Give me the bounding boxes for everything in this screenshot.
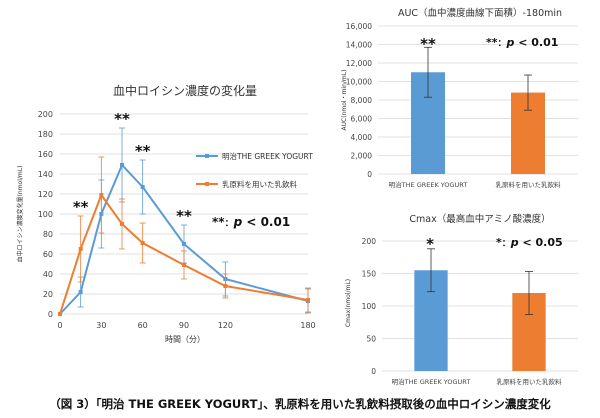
y-tick-label: 12,000 (346, 59, 372, 68)
line-chart-y-tick-labels: 0 20 40 60 80 100 120 140 160 180 200 (38, 110, 53, 319)
y-tick-label: 60 (43, 250, 53, 259)
y-tick-label: 2,000 (351, 152, 373, 161)
y-tick-label: 4,000 (351, 133, 373, 142)
figure-caption: （図 3）「明治 THE GREEK YOGURT」、乳原料を用いた乳飲料摂取後… (49, 397, 551, 411)
y-tick-label: 150 (362, 270, 377, 279)
data-point-milk-drink (99, 193, 104, 197)
cmax-bar-chart: Cmax（最高血中アミノ酸濃度） 0 50 100 150 200 Cmax(nmol/… (345, 213, 578, 386)
y-tick-label: 200 (38, 110, 53, 119)
significance-mark: ** (114, 110, 130, 128)
category-label-milk-drink: 乳原料を用いた乳飲料 (496, 180, 562, 189)
line-chart-y-axis-label: 血中ロイシン濃度変化量(nmol/mL) (16, 166, 24, 263)
y-tick-label: 6,000 (351, 115, 373, 124)
data-point-milk-drink (306, 298, 310, 302)
y-tick-label: 180 (38, 130, 53, 139)
cmax-chart-y-tick-labels: 0 50 100 150 200 (362, 237, 377, 376)
cmax-chart-title: Cmax（最高血中アミノ酸濃度） (409, 213, 550, 225)
x-tick-label: 0 (57, 321, 62, 330)
data-point-milk-drink (140, 241, 145, 245)
legend-label-greek-yogurt: 明治THE GREEK YOGURT (222, 151, 313, 161)
y-tick-label: 120 (38, 190, 53, 199)
auc-chart-title: AUC（血中濃度曲線下面積）-180min (398, 7, 562, 19)
y-tick-label: 10,000 (346, 78, 372, 87)
y-tick-label: 100 (362, 302, 377, 311)
y-tick-label: 50 (366, 335, 376, 344)
significance-mark: ** (176, 207, 192, 225)
significance-mark: ** (135, 142, 151, 160)
x-tick-label: 30 (96, 321, 106, 330)
y-tick-label: 8,000 (351, 96, 373, 105)
data-point-milk-drink (58, 312, 62, 316)
auc-p-value-note: **：p < 0.01 (486, 36, 558, 49)
y-tick-label: 40 (43, 270, 53, 279)
y-tick-label: 16,000 (346, 22, 372, 31)
data-point-greek-yogurt (140, 185, 145, 189)
cmax-chart-gridlines (382, 240, 578, 372)
cmax-chart-category-labels: 明治THE GREEK YOGURT 乳原料を用いた乳飲料 (392, 377, 562, 386)
cmax-chart-bars (414, 248, 546, 371)
line-chart-title: 血中ロイシン濃度の変化量 (113, 83, 257, 98)
y-tick-label: 160 (38, 150, 53, 159)
auc-chart-y-axis-label: AUC(nmol・min/mL) (341, 70, 348, 131)
auc-significance-mark: ** (420, 35, 436, 53)
x-tick-label: 90 (179, 321, 189, 330)
legend-marker-greek-yogurt (205, 154, 209, 158)
y-tick-label: 0 (367, 170, 372, 179)
line-chart-x-tick-labels: 0 30 60 90 120 180 (57, 321, 315, 330)
x-tick-label: 120 (218, 321, 233, 330)
legend-marker-milk-drink (205, 182, 209, 186)
y-tick-label: 140 (38, 170, 53, 179)
auc-chart-bars (411, 46, 545, 174)
y-tick-label: 20 (43, 290, 53, 299)
auc-bar-chart: AUC（血中濃度曲線下面積）-180min 0 2,000 4,000 6,000 8,… (341, 7, 578, 189)
x-tick-label: 180 (300, 321, 315, 330)
data-point-greek-yogurt (182, 242, 186, 246)
line-chart-legend: 明治THE GREEK YOGURT 乳原料を用いた乳飲料 (196, 151, 313, 189)
significance-mark: ** (73, 198, 89, 216)
cmax-chart-y-axis-label: Cmax(nmol/mL) (345, 279, 352, 327)
data-point-greek-yogurt (120, 163, 124, 167)
series-line-milk-drink (59, 192, 309, 315)
y-tick-label: 0 (371, 367, 376, 376)
data-point-milk-drink (182, 263, 186, 267)
y-tick-label: 0 (48, 310, 53, 319)
line-chart-p-value-note: **：p < 0.01 (212, 215, 290, 229)
data-point-milk-drink (78, 247, 83, 251)
leucine-line-chart: 血中ロイシン濃度の変化量 0 20 40 60 80 100 120 140 160 180 200… (16, 83, 316, 344)
series-line-greek-yogurt (59, 163, 309, 315)
cmax-significance-mark: * (426, 235, 434, 253)
category-label-greek-yogurt: 明治THE GREEK YOGURT (389, 180, 468, 189)
auc-chart-category-labels: 明治THE GREEK YOGURT 乳原料を用いた乳飲料 (389, 180, 561, 189)
line-chart-series (58, 127, 311, 316)
line-chart-significance-marks: ** ** ** ** (73, 110, 192, 225)
legend-label-milk-drink: 乳原料を用いた乳飲料 (222, 179, 297, 189)
category-label-milk-drink: 乳原料を用いた乳飲料 (497, 377, 563, 386)
data-point-greek-yogurt (78, 290, 83, 294)
cmax-p-value-note: *：p < 0.05 (496, 236, 563, 249)
auc-chart-y-tick-labels: 0 2,000 4,000 6,000 8,000 10,000 12,000 14,000 1… (346, 22, 372, 179)
line-chart-x-axis-label: 時間（分） (165, 335, 205, 344)
y-tick-label: 100 (38, 210, 53, 219)
category-label-greek-yogurt: 明治THE GREEK YOGURT (392, 377, 471, 386)
data-point-milk-drink (223, 284, 228, 288)
y-tick-label: 80 (43, 230, 53, 239)
y-tick-label: 14,000 (346, 41, 372, 50)
y-tick-label: 200 (362, 237, 377, 246)
data-point-milk-drink (120, 222, 124, 226)
x-tick-label: 60 (138, 321, 148, 330)
